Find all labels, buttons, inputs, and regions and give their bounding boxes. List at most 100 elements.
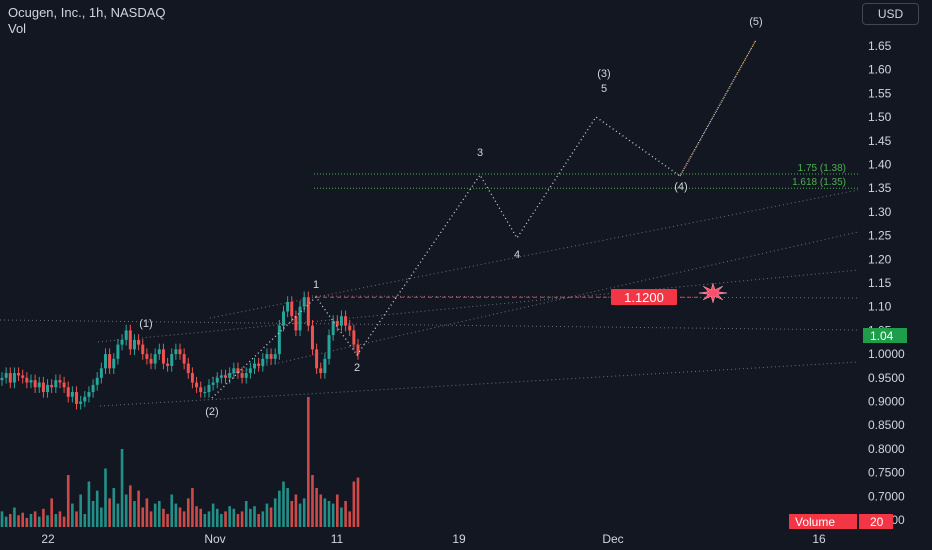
wave-label: 3: [477, 147, 483, 159]
candle-body: [273, 354, 277, 359]
volume-bar: [191, 488, 194, 527]
candle-body: [41, 382, 45, 393]
volume-bar: [253, 506, 256, 527]
volume-bar: [0, 511, 4, 527]
volume-bar: [269, 507, 273, 527]
volume-bar: [220, 514, 223, 527]
candle-body: [331, 320, 335, 336]
volume-bar: [315, 488, 318, 527]
volume-bar: [273, 498, 277, 527]
candle-body: [166, 363, 170, 366]
volume-bar: [170, 494, 174, 527]
y-tick-label: 1.20: [868, 252, 892, 266]
candle-body: [128, 330, 132, 350]
y-tick-label: 1.50: [868, 110, 892, 124]
candle-body: [132, 339, 136, 350]
volume-bar: [108, 498, 111, 527]
volume-badge-value: 20: [870, 515, 884, 529]
candle-body: [37, 382, 41, 388]
candle-body: [257, 363, 261, 366]
x-tick-label: 16: [812, 532, 826, 546]
volume-bar: [104, 468, 107, 527]
candle-body: [199, 387, 203, 393]
y-tick-label: 1.65: [868, 39, 892, 53]
volume-bar: [116, 503, 120, 527]
volume-bar: [145, 498, 149, 527]
target-price-label: 1.1200: [624, 290, 664, 305]
y-tick-label: 0.7500: [868, 466, 905, 480]
volume-bar: [129, 485, 132, 527]
volume-bar: [307, 397, 310, 527]
candle-body: [17, 373, 21, 376]
volume-bar: [79, 494, 82, 527]
volume-bar: [120, 449, 124, 527]
candle-body: [228, 373, 232, 378]
wave-label: 4: [514, 249, 520, 261]
candle-body: [190, 373, 194, 383]
candle-body: [211, 382, 215, 385]
candle-body: [112, 358, 116, 369]
symbol-title: Ocugen, Inc., 1h, NASDAQ: [8, 5, 166, 20]
candle-body: [286, 301, 290, 312]
candle-body: [224, 375, 228, 378]
candle-body: [203, 392, 207, 394]
wave-label: (2): [205, 406, 218, 418]
candle-body: [50, 384, 54, 388]
candle-body: [323, 358, 327, 374]
candle-body: [120, 339, 124, 345]
candle-body: [54, 380, 58, 388]
volume-bar: [331, 503, 335, 527]
volume-badge: [789, 514, 857, 529]
volume-bar: [13, 507, 16, 527]
candle-body: [75, 392, 79, 404]
candle-body: [145, 354, 149, 359]
y-tick-label: 1.40: [868, 158, 892, 172]
candle-body: [0, 377, 4, 381]
y-tick-label: 1.55: [868, 86, 892, 100]
candle-body: [87, 392, 91, 397]
volume-bar: [249, 508, 252, 527]
y-tick-label: 1.60: [868, 63, 892, 77]
candle-body: [62, 382, 66, 388]
candle-body: [58, 380, 62, 383]
trend-line: [99, 361, 859, 407]
candle-body: [12, 373, 16, 383]
volume-bar: [4, 516, 8, 527]
candle-body: [149, 358, 153, 364]
candle-body: [344, 316, 348, 326]
volume-bar: [21, 512, 24, 527]
candle-body: [232, 368, 236, 374]
candle-body: [4, 373, 8, 378]
candle-body: [95, 377, 99, 385]
candle-body: [186, 363, 190, 374]
candle-body: [298, 306, 302, 331]
candle-body: [302, 297, 306, 307]
currency-button[interactable]: USD: [862, 3, 919, 25]
candle-body: [79, 401, 83, 404]
volume-bar: [311, 475, 314, 527]
volume-bar: [33, 511, 37, 527]
candle-body: [356, 344, 360, 355]
volume-bar: [323, 498, 327, 527]
volume-bar: [294, 494, 298, 527]
volume-bar: [199, 508, 202, 527]
candle-body: [269, 354, 273, 359]
volume-bar: [207, 511, 211, 527]
x-tick-label: 22: [41, 532, 55, 546]
candle-body: [108, 354, 112, 369]
volume-bar: [100, 507, 103, 527]
volume-bar: [66, 475, 70, 527]
candle-body: [29, 380, 33, 383]
candle-body: [315, 349, 319, 369]
candle-body: [335, 320, 339, 326]
volume-bar: [195, 506, 198, 527]
volume-bar: [344, 501, 347, 527]
candle-body: [137, 339, 141, 345]
volume-bar: [232, 508, 236, 527]
wave-label: (3): [597, 68, 610, 80]
volume-bar: [182, 511, 186, 527]
volume-bar: [87, 481, 91, 527]
candle-body: [116, 344, 120, 359]
y-tick-label: 1.45: [868, 134, 892, 148]
